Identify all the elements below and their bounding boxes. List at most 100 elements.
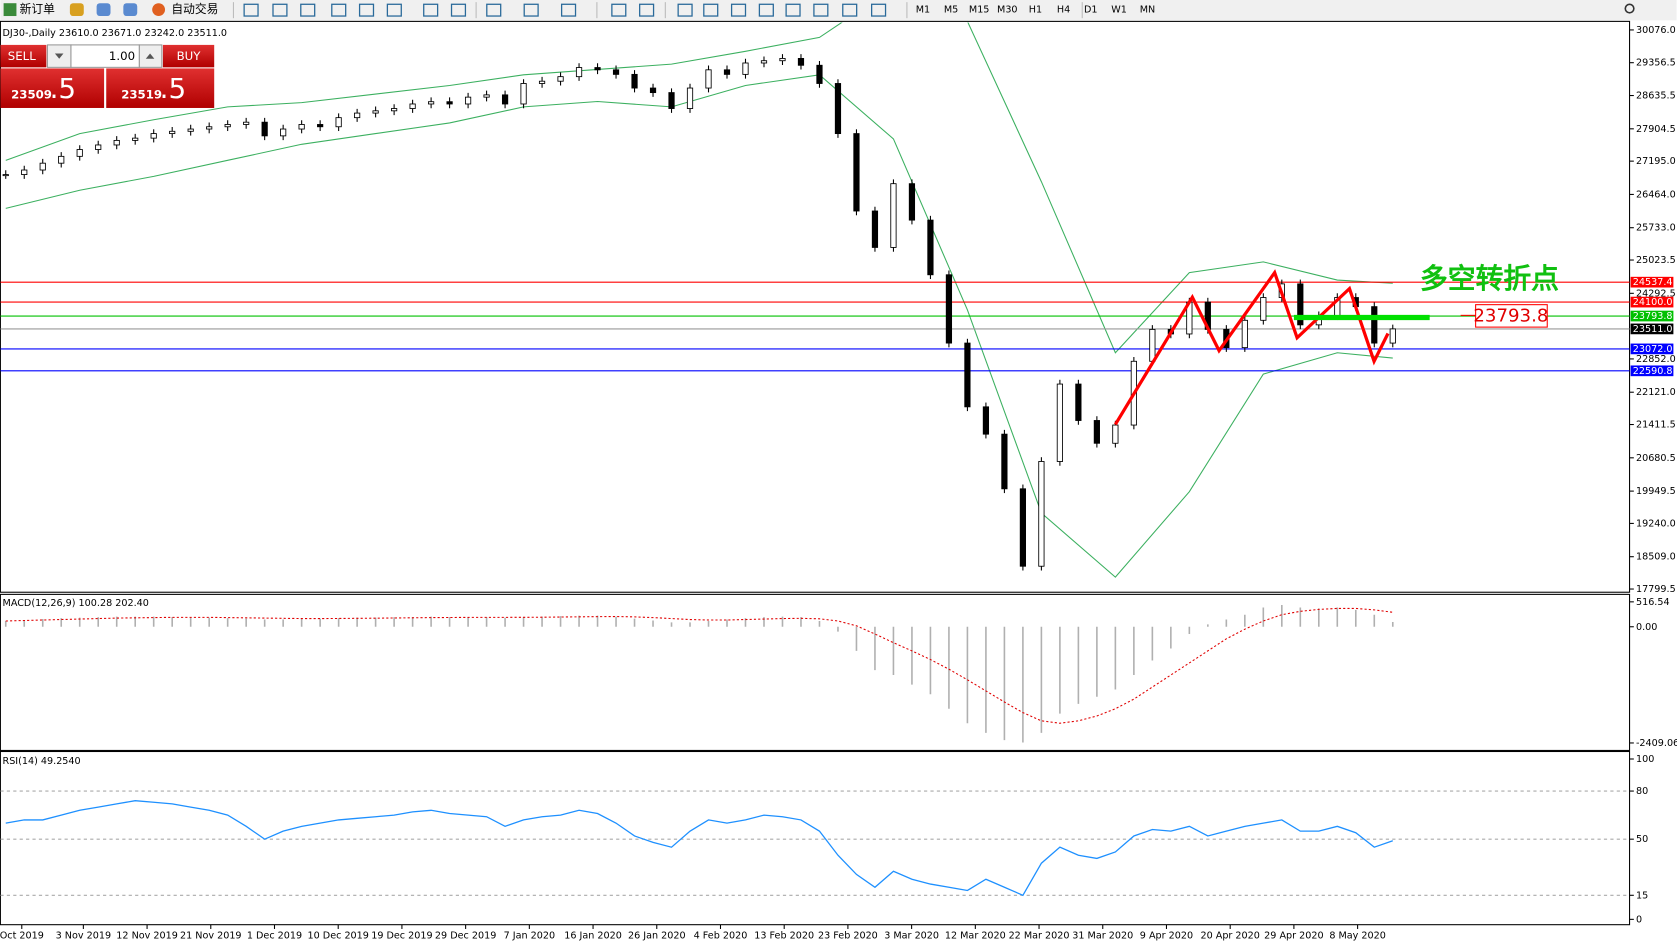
tool-icon[interactable] bbox=[423, 3, 439, 17]
tool-icon[interactable] bbox=[243, 3, 259, 17]
price-line-tag bbox=[1630, 365, 1674, 377]
candle bbox=[1001, 433, 1008, 490]
timeframe-button[interactable]: H1 bbox=[1029, 5, 1042, 16]
candle bbox=[520, 83, 527, 105]
y-tick-label: 21411.5 bbox=[1636, 420, 1676, 431]
tool-icon[interactable] bbox=[611, 3, 627, 17]
tool-icon[interactable] bbox=[300, 3, 316, 17]
tool-icon[interactable] bbox=[450, 3, 467, 17]
price-line-label: 24100.0 bbox=[1633, 297, 1673, 308]
candle bbox=[594, 67, 601, 71]
candle bbox=[1241, 319, 1248, 349]
candle bbox=[39, 162, 46, 171]
candle bbox=[446, 101, 453, 105]
candle bbox=[557, 76, 564, 82]
icon[interactable] bbox=[3, 3, 17, 17]
buy-price-fraction: .5 bbox=[160, 72, 187, 105]
tool-icon[interactable] bbox=[703, 3, 719, 17]
toolbar-button[interactable]: 新订单 bbox=[20, 2, 55, 16]
tool-icon[interactable] bbox=[272, 3, 288, 17]
timeframe-button[interactable]: W1 bbox=[1111, 5, 1127, 16]
y-tick-label: 18509.0 bbox=[1636, 552, 1676, 563]
candle bbox=[169, 130, 176, 135]
tool-icon[interactable] bbox=[331, 3, 347, 17]
macd-panel bbox=[0, 593, 1631, 751]
sell-price: 23509 bbox=[11, 88, 52, 102]
buy-price-box[interactable] bbox=[106, 68, 215, 108]
candle bbox=[890, 183, 897, 248]
x-tick-label: 7 Jan 2020 bbox=[504, 930, 556, 941]
tool-icon[interactable] bbox=[730, 3, 747, 17]
x-tick-label: 3 Nov 2019 bbox=[56, 930, 111, 941]
rsi-header: RSI(14) 49.2540 bbox=[3, 756, 81, 767]
candle bbox=[982, 406, 990, 435]
tool-icon[interactable] bbox=[639, 3, 655, 17]
candle bbox=[1112, 424, 1119, 444]
candle bbox=[1056, 383, 1063, 462]
sell-button[interactable] bbox=[0, 44, 47, 68]
candle bbox=[95, 144, 102, 150]
x-tick-label: 20 Apr 2020 bbox=[1200, 930, 1259, 941]
x-tick-label: 8 May 2020 bbox=[1329, 930, 1386, 941]
tool-icon[interactable] bbox=[785, 3, 801, 17]
tool-icon[interactable] bbox=[486, 3, 502, 17]
timeframe-button[interactable]: M30 bbox=[997, 5, 1018, 16]
candle bbox=[575, 67, 583, 78]
y-tick-label: 25023.5 bbox=[1636, 255, 1676, 266]
price-line-label: 23793.8 bbox=[1633, 311, 1673, 322]
rsi-line bbox=[5, 800, 1393, 897]
lot-value: 1.00 bbox=[109, 49, 135, 63]
x-tick-label: 23 Feb 2020 bbox=[818, 930, 878, 941]
candle bbox=[335, 117, 342, 128]
candle bbox=[150, 133, 157, 139]
y-tick-label: 100 bbox=[1636, 754, 1654, 765]
sell-price-fraction: .5 bbox=[50, 72, 77, 105]
y-tick-label: 17799.5 bbox=[1636, 584, 1676, 595]
icon[interactable] bbox=[123, 3, 138, 17]
candle bbox=[206, 126, 213, 130]
timeframe-button[interactable]: H4 bbox=[1057, 5, 1070, 16]
candle bbox=[1075, 383, 1082, 421]
buy-button[interactable] bbox=[162, 44, 215, 68]
candle bbox=[224, 124, 231, 128]
buy-label: BUY bbox=[177, 49, 202, 63]
x-tick-label: 12 Mar 2020 bbox=[945, 930, 1006, 941]
search-icon[interactable] bbox=[1624, 3, 1635, 14]
timeframe-button[interactable]: M5 bbox=[944, 5, 958, 16]
icon[interactable] bbox=[152, 3, 166, 17]
tool-icon[interactable] bbox=[813, 3, 829, 17]
candle bbox=[280, 128, 287, 137]
timeframe-button[interactable]: M15 bbox=[969, 5, 990, 16]
y-tick-label: 26464.0 bbox=[1636, 189, 1676, 200]
tool-icon[interactable] bbox=[386, 3, 402, 17]
candle bbox=[686, 87, 694, 109]
x-tick-label: 3 Mar 2020 bbox=[884, 930, 939, 941]
chart-header: DJ30-,Daily 23610.0 23671.0 23242.0 2351… bbox=[3, 28, 227, 39]
candle bbox=[132, 137, 139, 141]
tool-icon[interactable] bbox=[560, 3, 577, 17]
candle bbox=[501, 94, 509, 105]
candle bbox=[723, 69, 731, 75]
tool-icon[interactable] bbox=[677, 3, 693, 17]
timeframe-button[interactable]: M1 bbox=[916, 5, 930, 16]
candle bbox=[964, 342, 971, 408]
timeframe-button[interactable]: MN bbox=[1140, 5, 1155, 16]
tool-icon[interactable] bbox=[870, 3, 887, 17]
sell-price-box[interactable] bbox=[0, 68, 105, 108]
x-tick-label: 1 Dec 2019 bbox=[247, 930, 302, 941]
timeframe-button[interactable]: D1 bbox=[1084, 5, 1098, 16]
candle bbox=[853, 133, 860, 212]
toolbar-button[interactable]: 自动交易 bbox=[171, 2, 218, 16]
tool-icon[interactable] bbox=[758, 3, 774, 17]
candle bbox=[76, 149, 83, 157]
tool-icon[interactable] bbox=[842, 3, 858, 17]
y-tick-label: 24292.5 bbox=[1636, 288, 1676, 299]
candle bbox=[816, 64, 823, 84]
icon[interactable] bbox=[69, 3, 84, 17]
tool-icon[interactable] bbox=[358, 3, 375, 17]
tool-icon[interactable] bbox=[523, 3, 539, 17]
icon[interactable] bbox=[96, 3, 111, 17]
x-tick-label: 29 Apr 2020 bbox=[1264, 930, 1323, 941]
candle bbox=[243, 121, 250, 125]
